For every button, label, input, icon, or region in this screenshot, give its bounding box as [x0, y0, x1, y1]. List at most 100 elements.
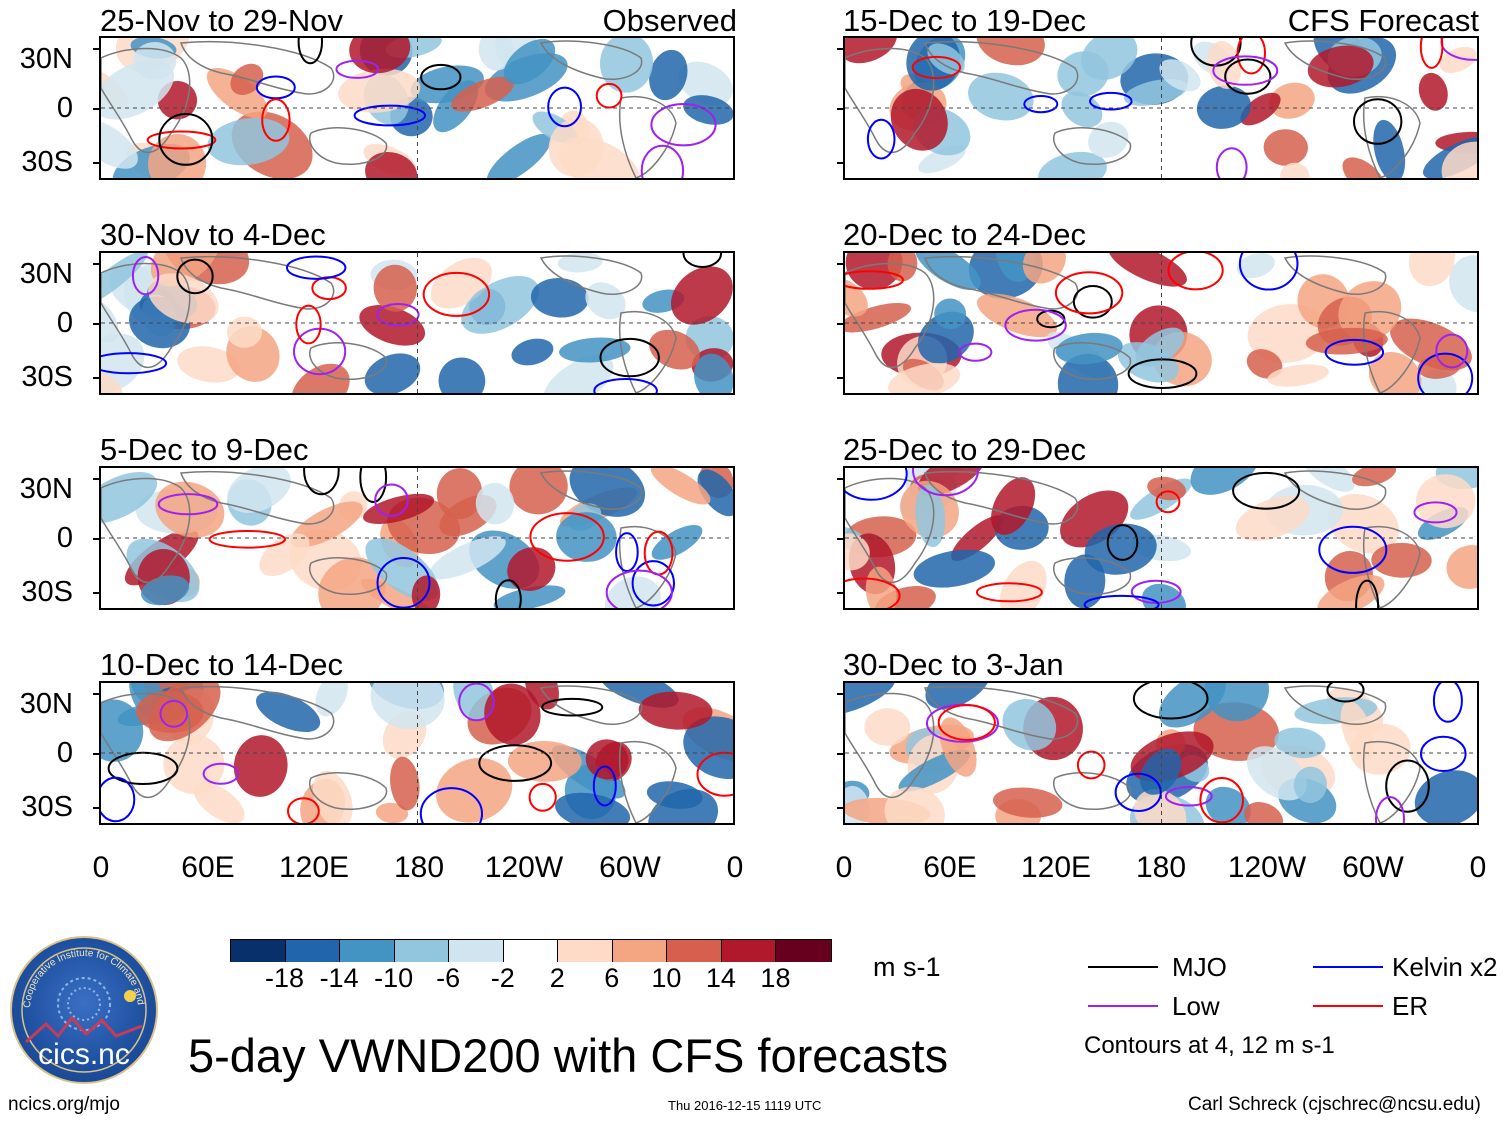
wave-contour	[1238, 253, 1299, 291]
continent-outline	[618, 96, 677, 178]
wave-contour	[1072, 285, 1113, 319]
wave-contour	[422, 271, 491, 317]
anomaly-blob	[845, 253, 903, 290]
colorbar-swatch	[285, 940, 341, 962]
continent-outline	[923, 40, 1079, 95]
wave-contour	[1385, 759, 1430, 813]
colorbar-swatch	[721, 940, 777, 962]
anomaly-blob	[968, 72, 1034, 121]
panel-tag: Observed	[602, 3, 737, 38]
wave-contour	[1324, 338, 1385, 366]
anomaly-blob	[148, 273, 219, 324]
footer-author[interactable]: Carl Schreck (cjschrec@ncsu.edu)	[1188, 1094, 1481, 1115]
anomaly-blob	[429, 536, 506, 580]
anomaly-blob	[1371, 542, 1432, 578]
continent-outline	[1362, 526, 1421, 608]
anomaly-blob	[193, 782, 245, 823]
map-field	[101, 253, 734, 393]
lon-label: 120W	[484, 851, 564, 884]
wave-contour	[335, 59, 380, 79]
lat-label: 30N	[19, 258, 73, 290]
panel-title: 5-Dec to 9-Dec	[100, 432, 309, 467]
anomaly-blob	[507, 740, 582, 782]
anomaly-blob	[1280, 162, 1310, 178]
legend-line-kelvin	[1313, 966, 1383, 968]
anomaly-blob	[1274, 727, 1326, 759]
wave-contour	[1435, 333, 1469, 369]
anomaly-blob	[1057, 51, 1109, 97]
colorbar-swatch	[231, 940, 286, 962]
anomaly-blob	[503, 38, 556, 85]
wave-contour	[1164, 786, 1213, 807]
lat-label: 0	[56, 737, 73, 769]
wave-contour	[937, 704, 996, 741]
colorbar-swatch	[394, 940, 450, 962]
colorbar-swatch	[667, 940, 722, 962]
wave-contour	[176, 258, 214, 295]
colorbar-tick: 14	[705, 963, 736, 993]
map-field	[845, 468, 1478, 608]
anomaly-blob	[436, 758, 513, 823]
anomaly-blob	[390, 756, 420, 811]
anomaly-blob	[259, 533, 310, 577]
anomaly-blob	[678, 61, 733, 106]
wave-contour	[458, 683, 495, 722]
anomaly-blob	[363, 493, 435, 524]
axis-tick	[93, 263, 101, 265]
wave-contour	[1236, 38, 1266, 75]
anomaly-blob	[233, 735, 288, 797]
anomaly-blob	[141, 575, 190, 606]
axis-tick	[93, 693, 101, 695]
wave-contour	[353, 104, 426, 127]
legend-label-kelvin: Kelvin x2	[1392, 952, 1498, 982]
wave-contour	[1167, 253, 1224, 291]
anomaly-blob	[530, 278, 589, 318]
anomaly-blob	[927, 43, 965, 75]
axis-tick	[837, 323, 845, 325]
lon-label: 120E	[278, 851, 350, 884]
footer-url[interactable]: ncics.org/mjo	[8, 1094, 120, 1115]
anomaly-blob	[364, 353, 421, 393]
wave-contour	[1076, 750, 1106, 780]
anomaly-blob	[993, 787, 1063, 818]
colorbar-tick: -10	[374, 963, 414, 993]
anomaly-blob	[1246, 746, 1307, 801]
wave-contour	[845, 577, 901, 608]
wave-contour	[303, 468, 340, 496]
panel-tag: CFS Forecast	[1287, 3, 1479, 38]
continent-outline	[923, 470, 1079, 525]
colorbar-units: m s-1	[873, 952, 941, 982]
wave-contour	[1155, 490, 1181, 514]
wave-contour	[158, 113, 214, 166]
legend-label-er: ER	[1392, 991, 1429, 1021]
continent-outline	[845, 692, 935, 799]
anomaly-blob	[1368, 352, 1422, 393]
continent-outline	[845, 477, 935, 584]
anomaly-blob	[1263, 129, 1308, 166]
wave-contour	[1127, 358, 1198, 389]
colorbar-swatch	[558, 940, 613, 962]
wave-contour	[1353, 98, 1403, 145]
colorbar-swatch	[503, 940, 559, 962]
axis-tick	[93, 478, 101, 480]
anomaly-blob	[475, 482, 515, 525]
wave-contour	[682, 253, 723, 268]
anomaly-blob	[864, 708, 911, 746]
wave-contour	[146, 130, 217, 150]
panel-title: 25-Nov to 29-Nov	[100, 3, 343, 38]
anomaly-blob	[226, 316, 263, 348]
anomaly-blob	[1196, 85, 1251, 129]
continent-outline	[1053, 342, 1132, 380]
wave-contour	[605, 569, 673, 608]
anomaly-blob	[451, 76, 515, 112]
anomaly-blob	[1057, 353, 1119, 393]
wave-contour	[1054, 271, 1124, 315]
anomaly-blob	[101, 699, 144, 762]
anomaly-blob	[1061, 91, 1103, 128]
anomaly-blob	[1246, 349, 1283, 379]
map-panel	[101, 38, 734, 178]
axis-tick	[837, 263, 845, 265]
anomaly-blob	[934, 298, 967, 330]
continent-outline	[179, 40, 335, 95]
continent-outline	[845, 262, 935, 369]
